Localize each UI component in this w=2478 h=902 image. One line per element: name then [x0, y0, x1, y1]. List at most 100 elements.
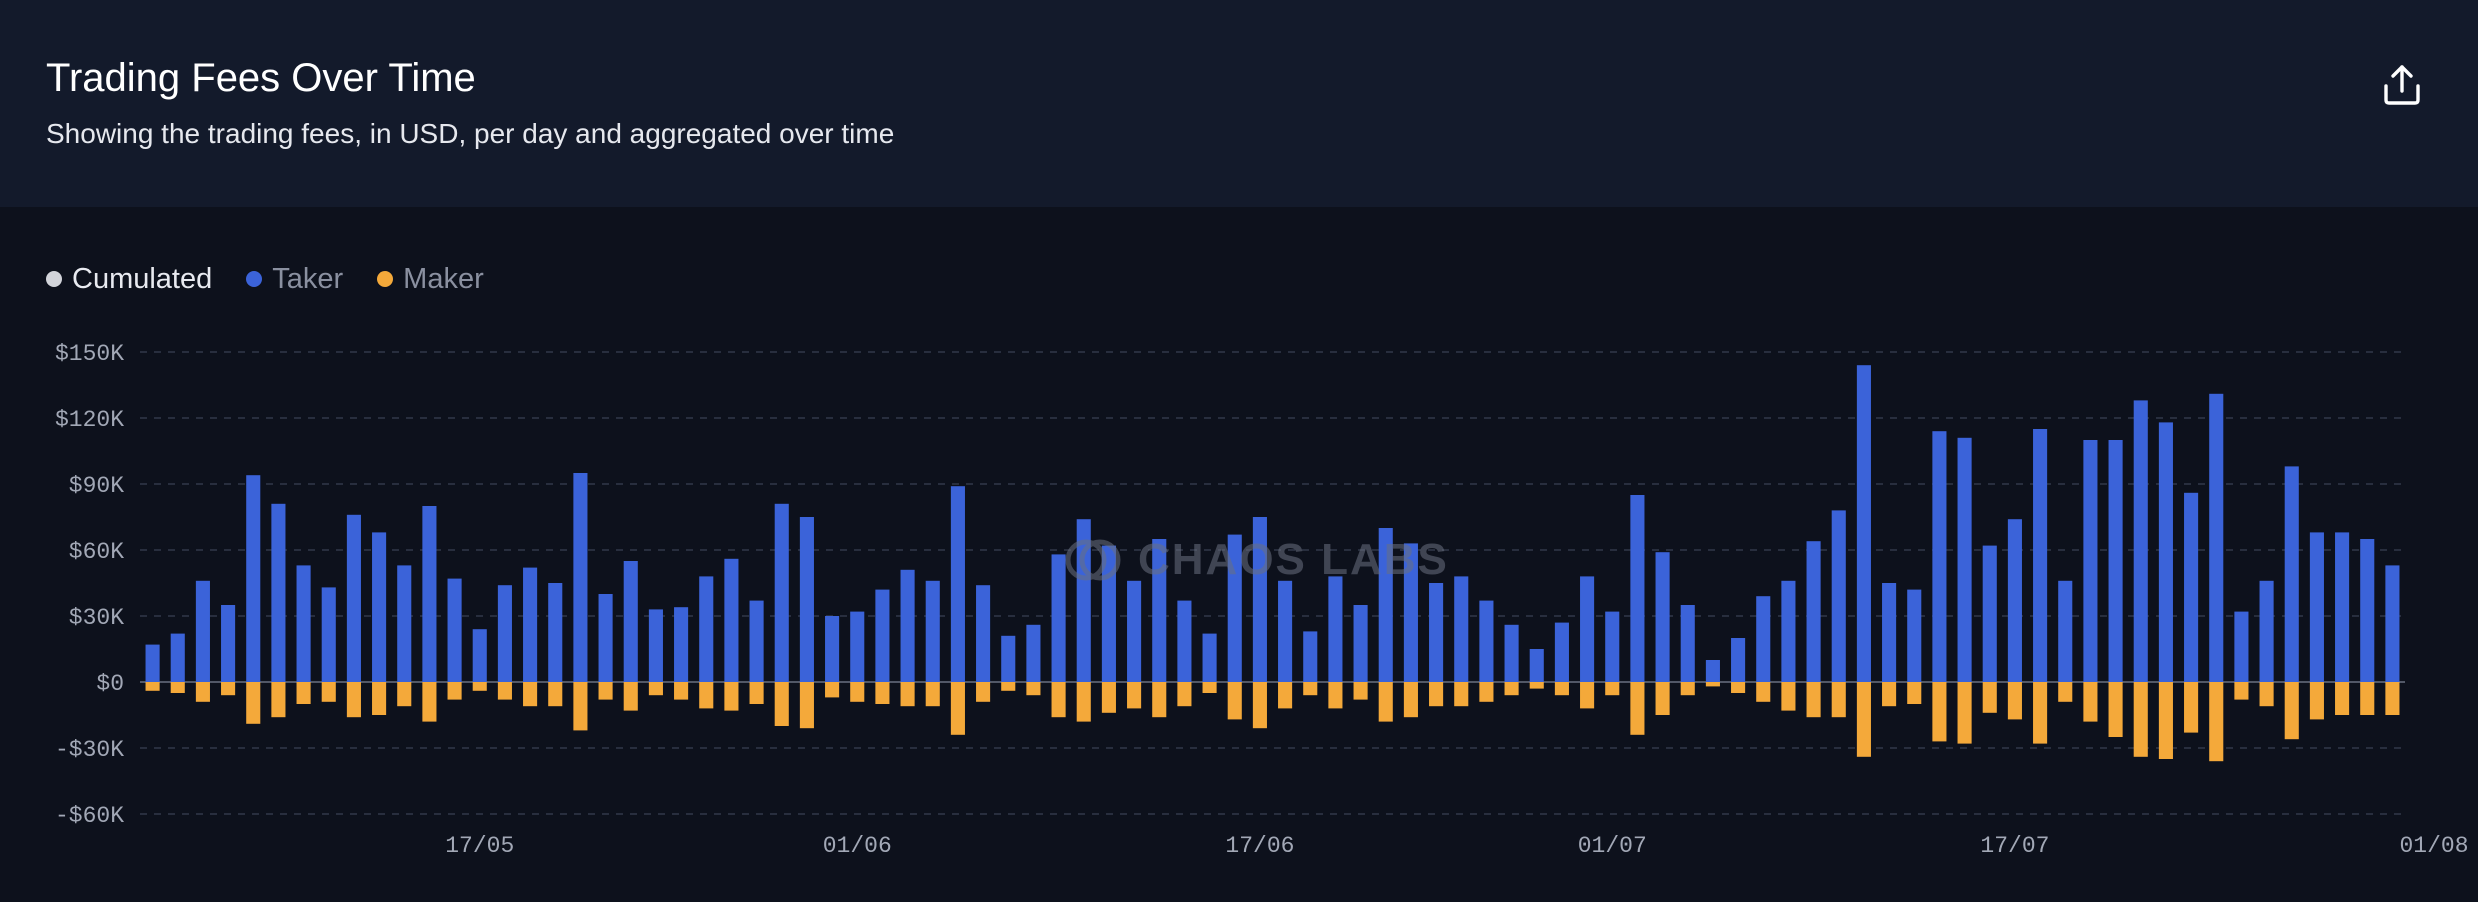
y-tick-label: $150K — [55, 341, 124, 367]
maker-bar — [2309, 682, 2324, 720]
taker-bar — [548, 583, 563, 682]
legend-label-cumulated: Cumulated — [72, 262, 213, 295]
taker-bar — [1378, 528, 1393, 682]
maker-bar — [271, 682, 286, 718]
taker-bar — [397, 565, 412, 682]
maker-bar — [1479, 682, 1494, 702]
taker-bar — [724, 558, 739, 682]
taker-bar — [372, 532, 387, 682]
taker-bar — [1580, 576, 1595, 682]
taker-bar — [497, 585, 512, 682]
y-tick-label: $30K — [69, 605, 124, 631]
maker-bar — [1202, 682, 1217, 693]
maker-bar — [1403, 682, 1418, 718]
taker-bar — [1756, 596, 1771, 682]
watermark: CHAOS LABS — [1060, 527, 1449, 593]
taker-bar — [1781, 580, 1796, 682]
taker-bar — [749, 600, 764, 682]
maker-bar — [1303, 682, 1318, 696]
y-tick-label: $90K — [69, 473, 124, 499]
maker-bar — [2335, 682, 2350, 715]
maker-bar — [2360, 682, 2375, 715]
maker-bar — [2083, 682, 2098, 722]
maker-bar — [1378, 682, 1393, 722]
maker-bar — [598, 682, 613, 700]
maker-bar — [1580, 682, 1595, 709]
taker-bar — [2234, 611, 2249, 682]
taker-bar — [321, 587, 336, 682]
taker-bar — [1831, 510, 1846, 682]
maker-bar — [1957, 682, 1972, 744]
maker-bar — [976, 682, 991, 702]
maker-bar — [850, 682, 865, 702]
maker-bar — [548, 682, 563, 707]
share-upload-icon — [2384, 65, 2420, 105]
taker-bar — [1177, 600, 1192, 682]
maker-bar — [1605, 682, 1620, 696]
chart-subtitle: Showing the trading fees, in USD, per da… — [46, 118, 895, 149]
maker-bar — [472, 682, 487, 691]
maker-bar — [523, 682, 538, 707]
x-tick-label: 17/06 — [1225, 833, 1294, 859]
taker-bar — [1529, 649, 1544, 682]
maker-bar — [246, 682, 261, 724]
taker-bar — [1429, 583, 1444, 682]
maker-bar — [900, 682, 915, 707]
y-axis-ticks: $150K $120K $90K $60K $30K $0 -$30K -$60K — [55, 341, 124, 829]
legend-item-taker[interactable]: Taker — [246, 263, 343, 296]
taker-bar — [1630, 495, 1645, 682]
taker-bar — [1806, 541, 1821, 682]
taker-bar — [2284, 466, 2299, 682]
maker-bar — [674, 682, 689, 700]
chart-grid — [140, 351, 2405, 815]
maker-bar — [321, 682, 336, 702]
maker-bar — [2033, 682, 2048, 744]
maker-bar — [397, 682, 412, 707]
taker-bar — [1328, 576, 1343, 682]
maker-bar — [749, 682, 764, 704]
taker-bar — [1001, 635, 1016, 682]
fees-bar-chart: $150K $120K $90K $60K $30K $0 -$30K -$60K 17/05… — [55, 341, 2469, 859]
taker-bar — [1882, 583, 1897, 682]
legend-item-cumulated[interactable]: Cumulated — [46, 263, 212, 296]
taker-bar — [523, 567, 538, 682]
maker-bar — [195, 682, 210, 702]
taker-bar — [1680, 605, 1695, 682]
export-button[interactable] — [2376, 58, 2428, 110]
taker-bar — [221, 605, 236, 682]
taker-bar — [1202, 633, 1217, 682]
taker-bar — [1479, 600, 1494, 682]
taker-bar — [1252, 517, 1267, 682]
maker-bar — [1429, 682, 1444, 707]
taker-bar — [1353, 605, 1368, 682]
maker-bar — [1278, 682, 1293, 709]
maker-bar — [623, 682, 638, 711]
taker-bar — [1605, 611, 1620, 682]
taker-bar — [2133, 400, 2148, 682]
taker-bar — [447, 578, 462, 682]
maker-bar — [497, 682, 512, 700]
maker-bar — [1982, 682, 1997, 713]
taker-bar — [271, 503, 286, 682]
maker-bar — [724, 682, 739, 711]
maker-bar — [1454, 682, 1469, 707]
maker-bar — [925, 682, 940, 707]
taker-bar — [1907, 589, 1922, 682]
chart-title: Trading Fees Over Time — [46, 56, 476, 100]
maker-bar — [1907, 682, 1922, 704]
maker-bar — [1731, 682, 1746, 693]
taker-bar — [1152, 539, 1167, 682]
maker-bar — [799, 682, 814, 729]
legend-label-taker: Taker — [272, 262, 344, 295]
taker-bar — [346, 514, 361, 682]
maker-bar — [1630, 682, 1645, 735]
maker-bar — [1806, 682, 1821, 718]
taker-bar — [1278, 580, 1293, 682]
maker-bar — [648, 682, 663, 696]
taker-bar — [1051, 554, 1066, 682]
maker-bar — [1882, 682, 1897, 707]
taker-bar — [825, 616, 840, 682]
taker-bar — [195, 580, 210, 682]
legend-item-maker[interactable]: Maker — [377, 263, 484, 296]
